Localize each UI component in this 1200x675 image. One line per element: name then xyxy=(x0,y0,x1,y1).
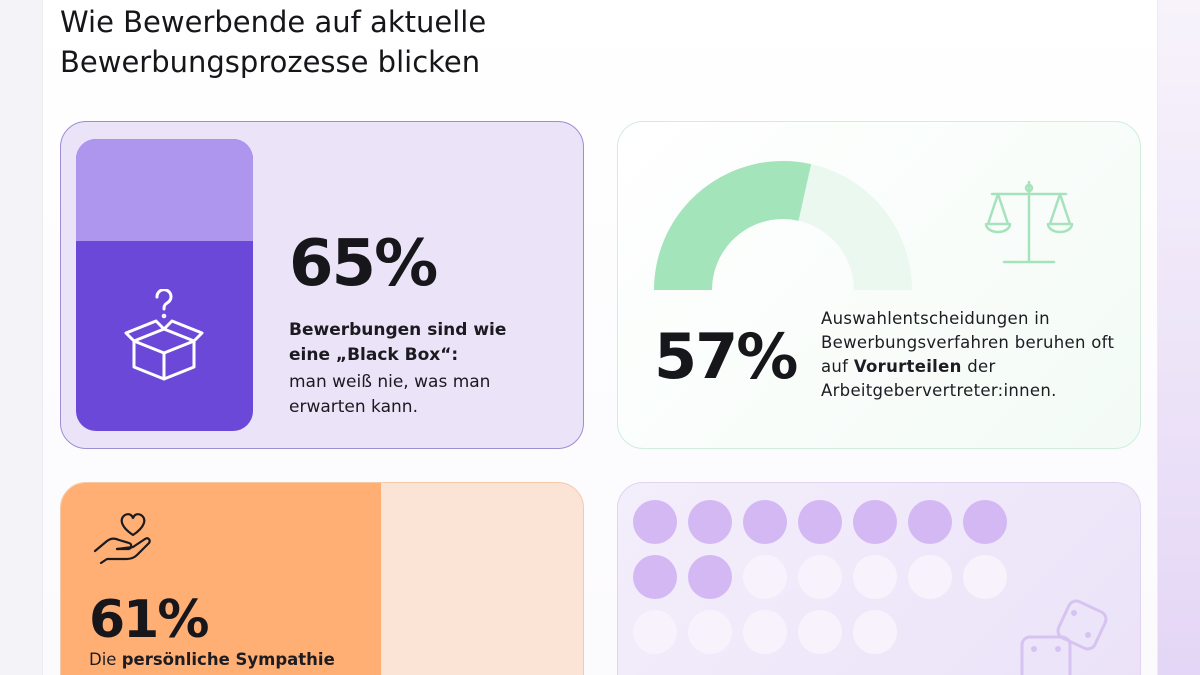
page-title-line-2: Bewerbungsprozesse blicken xyxy=(60,45,481,79)
dot-empty xyxy=(743,610,787,654)
dice-icon xyxy=(1020,599,1108,675)
stat-description: Auswahlentscheidungen in Bewerbungsverfa… xyxy=(821,307,1121,403)
stat-card-prejudice: 57% Auswahlentscheidungen in Bewerbungsv… xyxy=(617,121,1141,449)
dot-empty xyxy=(963,555,1007,599)
stat-highlight: persönliche Sympathie xyxy=(121,650,335,669)
dot-empty xyxy=(798,610,842,654)
fill-indicator xyxy=(61,483,381,675)
dot-filled xyxy=(963,500,1007,544)
stat-percent: 65% xyxy=(289,227,438,301)
dot-empty xyxy=(798,555,842,599)
page-title-line-1: Wie Bewerbende auf aktuelle xyxy=(60,5,487,39)
gauge-fill xyxy=(654,161,812,290)
dot-empty xyxy=(743,555,787,599)
stat-description: man weiß nie, was man erwarten kann. xyxy=(289,372,491,417)
stat-percent: 57% xyxy=(654,320,798,393)
stat-card-dots xyxy=(617,482,1141,675)
box-question-icon xyxy=(124,289,204,381)
stat-headline: Bewerbungen sind wie eine „Black Box“: xyxy=(289,320,507,365)
stat-description: Die persönliche Sympathie xyxy=(89,648,389,672)
fill-indicator xyxy=(76,139,253,431)
dot-filled xyxy=(688,555,732,599)
dot-empty xyxy=(908,555,952,599)
stat-card-sympathy: 61% Die persönliche Sympathie xyxy=(60,482,584,675)
dot-filled xyxy=(743,500,787,544)
dot-filled xyxy=(633,555,677,599)
dot-filled xyxy=(908,500,952,544)
dot-empty xyxy=(853,555,897,599)
dot-empty xyxy=(633,610,677,654)
stat-text-before: Auswahlentscheidungen in Bewerbungsverfa… xyxy=(821,309,1115,376)
fill-indicator-empty xyxy=(76,139,253,241)
dot-empty xyxy=(688,610,732,654)
stat-text-before: Die xyxy=(89,650,117,669)
gauge-chart xyxy=(654,161,912,290)
page-title: Wie Bewerbende auf aktuelle Bewerbungspr… xyxy=(60,2,760,82)
dot-empty xyxy=(853,610,897,654)
background-right xyxy=(1158,0,1200,675)
dot-filled xyxy=(633,500,677,544)
stat-text-after: der Arbeitgebervertreter:innen. xyxy=(821,357,1057,400)
dot-filled xyxy=(798,500,842,544)
dot-filled xyxy=(688,500,732,544)
hand-heart-icon xyxy=(93,513,151,565)
stat-percent: 61% xyxy=(89,590,209,650)
stat-card-black-box: 65% Bewerbungen sind wie eine „Black Box… xyxy=(60,121,584,449)
stat-highlight: Vorurteilen xyxy=(853,357,962,376)
scales-icon xyxy=(984,180,1074,264)
dot-filled xyxy=(853,500,897,544)
